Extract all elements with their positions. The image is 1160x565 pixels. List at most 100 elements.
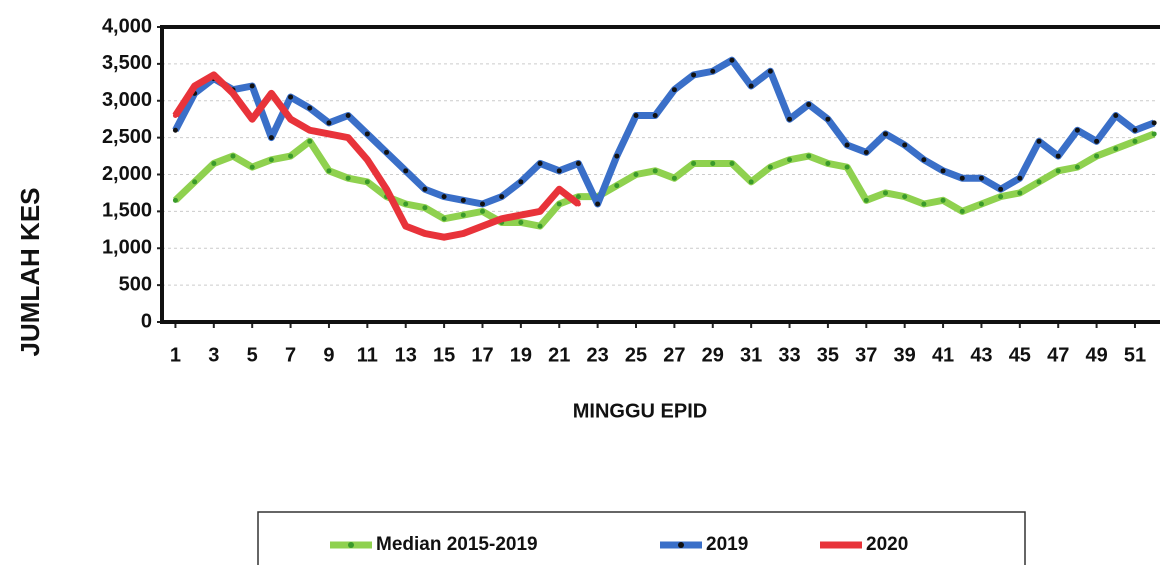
x-tick-label: 45 bbox=[1009, 344, 1031, 366]
point-marker bbox=[268, 157, 274, 163]
point-marker bbox=[230, 153, 236, 159]
point-marker bbox=[499, 216, 505, 222]
x-tick-label: 29 bbox=[702, 344, 724, 366]
x-tick-label: 9 bbox=[323, 344, 334, 366]
x-tick-label: 15 bbox=[433, 344, 455, 366]
point-marker bbox=[1055, 168, 1061, 174]
point-marker bbox=[882, 131, 888, 137]
point-marker bbox=[537, 160, 543, 166]
y-tick-label: 2,500 bbox=[102, 126, 152, 148]
point-marker bbox=[326, 120, 332, 126]
point-marker bbox=[326, 131, 332, 137]
point-marker bbox=[1017, 175, 1023, 181]
x-tick-label: 47 bbox=[1047, 344, 1069, 366]
point-marker bbox=[288, 153, 294, 159]
point-marker bbox=[479, 208, 485, 214]
x-tick-label: 25 bbox=[625, 344, 647, 366]
x-tick-label: 5 bbox=[247, 344, 258, 366]
point-marker bbox=[882, 190, 888, 196]
point-marker bbox=[384, 186, 390, 192]
x-tick-label: 23 bbox=[587, 344, 609, 366]
point-marker bbox=[288, 94, 294, 100]
legend-marker bbox=[678, 542, 684, 548]
point-marker bbox=[211, 160, 217, 166]
x-tick-label: 17 bbox=[471, 344, 493, 366]
point-marker bbox=[479, 223, 485, 229]
point-marker bbox=[556, 186, 562, 192]
point-marker bbox=[1055, 153, 1061, 159]
point-marker bbox=[652, 168, 658, 174]
legend-label: 2019 bbox=[706, 534, 748, 555]
x-tick-label: 43 bbox=[970, 344, 992, 366]
point-marker bbox=[940, 197, 946, 203]
point-marker bbox=[1017, 190, 1023, 196]
x-tick-label: 3 bbox=[208, 344, 219, 366]
y-tick-label: 3,000 bbox=[102, 89, 152, 111]
x-tick-label: 39 bbox=[894, 344, 916, 366]
point-marker bbox=[863, 149, 869, 155]
point-marker bbox=[844, 164, 850, 170]
point-marker bbox=[652, 113, 658, 118]
point-marker bbox=[767, 164, 773, 170]
point-marker bbox=[537, 223, 543, 229]
point-marker bbox=[345, 135, 351, 141]
point-marker bbox=[172, 197, 178, 203]
point-marker bbox=[710, 68, 716, 74]
point-marker bbox=[978, 175, 984, 181]
point-marker bbox=[575, 160, 581, 166]
point-marker bbox=[729, 57, 735, 63]
point-marker bbox=[537, 208, 543, 214]
point-marker bbox=[403, 223, 409, 229]
point-marker bbox=[460, 212, 466, 218]
point-marker bbox=[863, 197, 869, 203]
point-marker bbox=[978, 201, 984, 207]
point-marker bbox=[403, 168, 409, 174]
point-marker bbox=[364, 131, 370, 137]
point-marker bbox=[441, 234, 447, 240]
point-marker bbox=[1094, 153, 1100, 159]
point-marker bbox=[940, 168, 946, 174]
point-marker bbox=[211, 72, 217, 78]
point-marker bbox=[959, 175, 965, 181]
point-marker bbox=[671, 175, 677, 181]
point-marker bbox=[364, 157, 370, 163]
point-marker bbox=[902, 142, 908, 148]
point-marker bbox=[192, 179, 198, 185]
point-marker bbox=[249, 83, 255, 89]
point-marker bbox=[998, 194, 1004, 200]
y-tick-label: 0 bbox=[141, 310, 152, 332]
series-line bbox=[172, 71, 581, 241]
point-marker bbox=[671, 87, 677, 93]
point-marker bbox=[326, 168, 332, 174]
point-marker bbox=[806, 153, 812, 159]
point-marker bbox=[902, 194, 908, 200]
x-tick-label: 21 bbox=[548, 344, 570, 366]
point-marker bbox=[307, 127, 313, 133]
x-tick-label: 27 bbox=[663, 344, 685, 366]
y-tick-label: 1,500 bbox=[102, 200, 152, 222]
x-tick-label: 51 bbox=[1124, 344, 1146, 366]
point-marker bbox=[614, 183, 620, 189]
x-tick-label: 49 bbox=[1085, 344, 1107, 366]
series-line bbox=[172, 56, 1156, 208]
x-tick-label: 1 bbox=[170, 344, 181, 366]
point-marker bbox=[556, 201, 562, 207]
point-marker bbox=[921, 157, 927, 163]
point-marker bbox=[767, 68, 773, 74]
point-marker bbox=[806, 101, 812, 107]
point-marker bbox=[748, 179, 754, 185]
point-marker bbox=[307, 138, 313, 144]
point-marker bbox=[691, 72, 697, 78]
plot-frame bbox=[160, 25, 1160, 324]
x-tick-label: 35 bbox=[817, 344, 839, 366]
point-marker bbox=[345, 113, 351, 118]
point-marker bbox=[1132, 138, 1138, 144]
y-tick-label: 500 bbox=[119, 273, 152, 295]
point-marker bbox=[575, 194, 581, 200]
series-line bbox=[173, 130, 1156, 230]
point-marker bbox=[460, 231, 466, 236]
point-marker bbox=[518, 212, 524, 218]
point-marker bbox=[172, 127, 178, 133]
point-marker bbox=[268, 90, 274, 96]
